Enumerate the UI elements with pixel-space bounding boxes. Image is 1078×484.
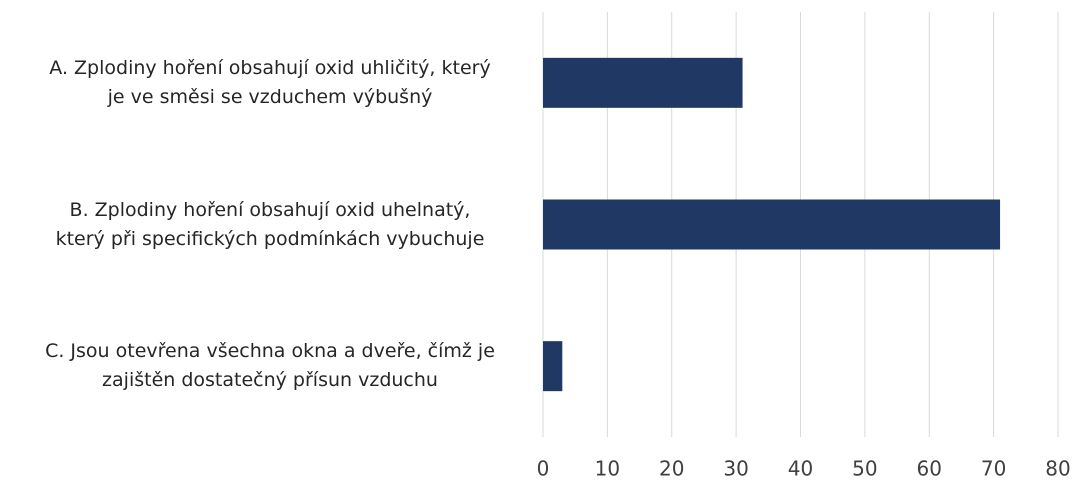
- bar: [543, 341, 563, 392]
- x-tick-label: 50: [852, 457, 877, 481]
- x-tick-label: 70: [981, 457, 1006, 481]
- category-label: C. Jsou otevřena všechna okna a dveře, č…: [45, 340, 495, 392]
- category-label: A. Zplodiny hoření obsahují oxid uhličit…: [49, 56, 491, 108]
- x-tick-label: 10: [595, 457, 620, 481]
- bar: [543, 199, 1001, 250]
- x-tick-label: 30: [723, 457, 748, 481]
- x-tick-label: 40: [788, 457, 813, 481]
- x-tick-label: 0: [537, 457, 550, 481]
- bar: [543, 57, 743, 108]
- x-tick-label: 80: [1045, 457, 1070, 481]
- x-tick-label: 60: [917, 457, 942, 481]
- x-tick-label: 20: [659, 457, 684, 481]
- category-label: B. Zplodiny hoření obsahují oxid uhelnat…: [55, 198, 485, 250]
